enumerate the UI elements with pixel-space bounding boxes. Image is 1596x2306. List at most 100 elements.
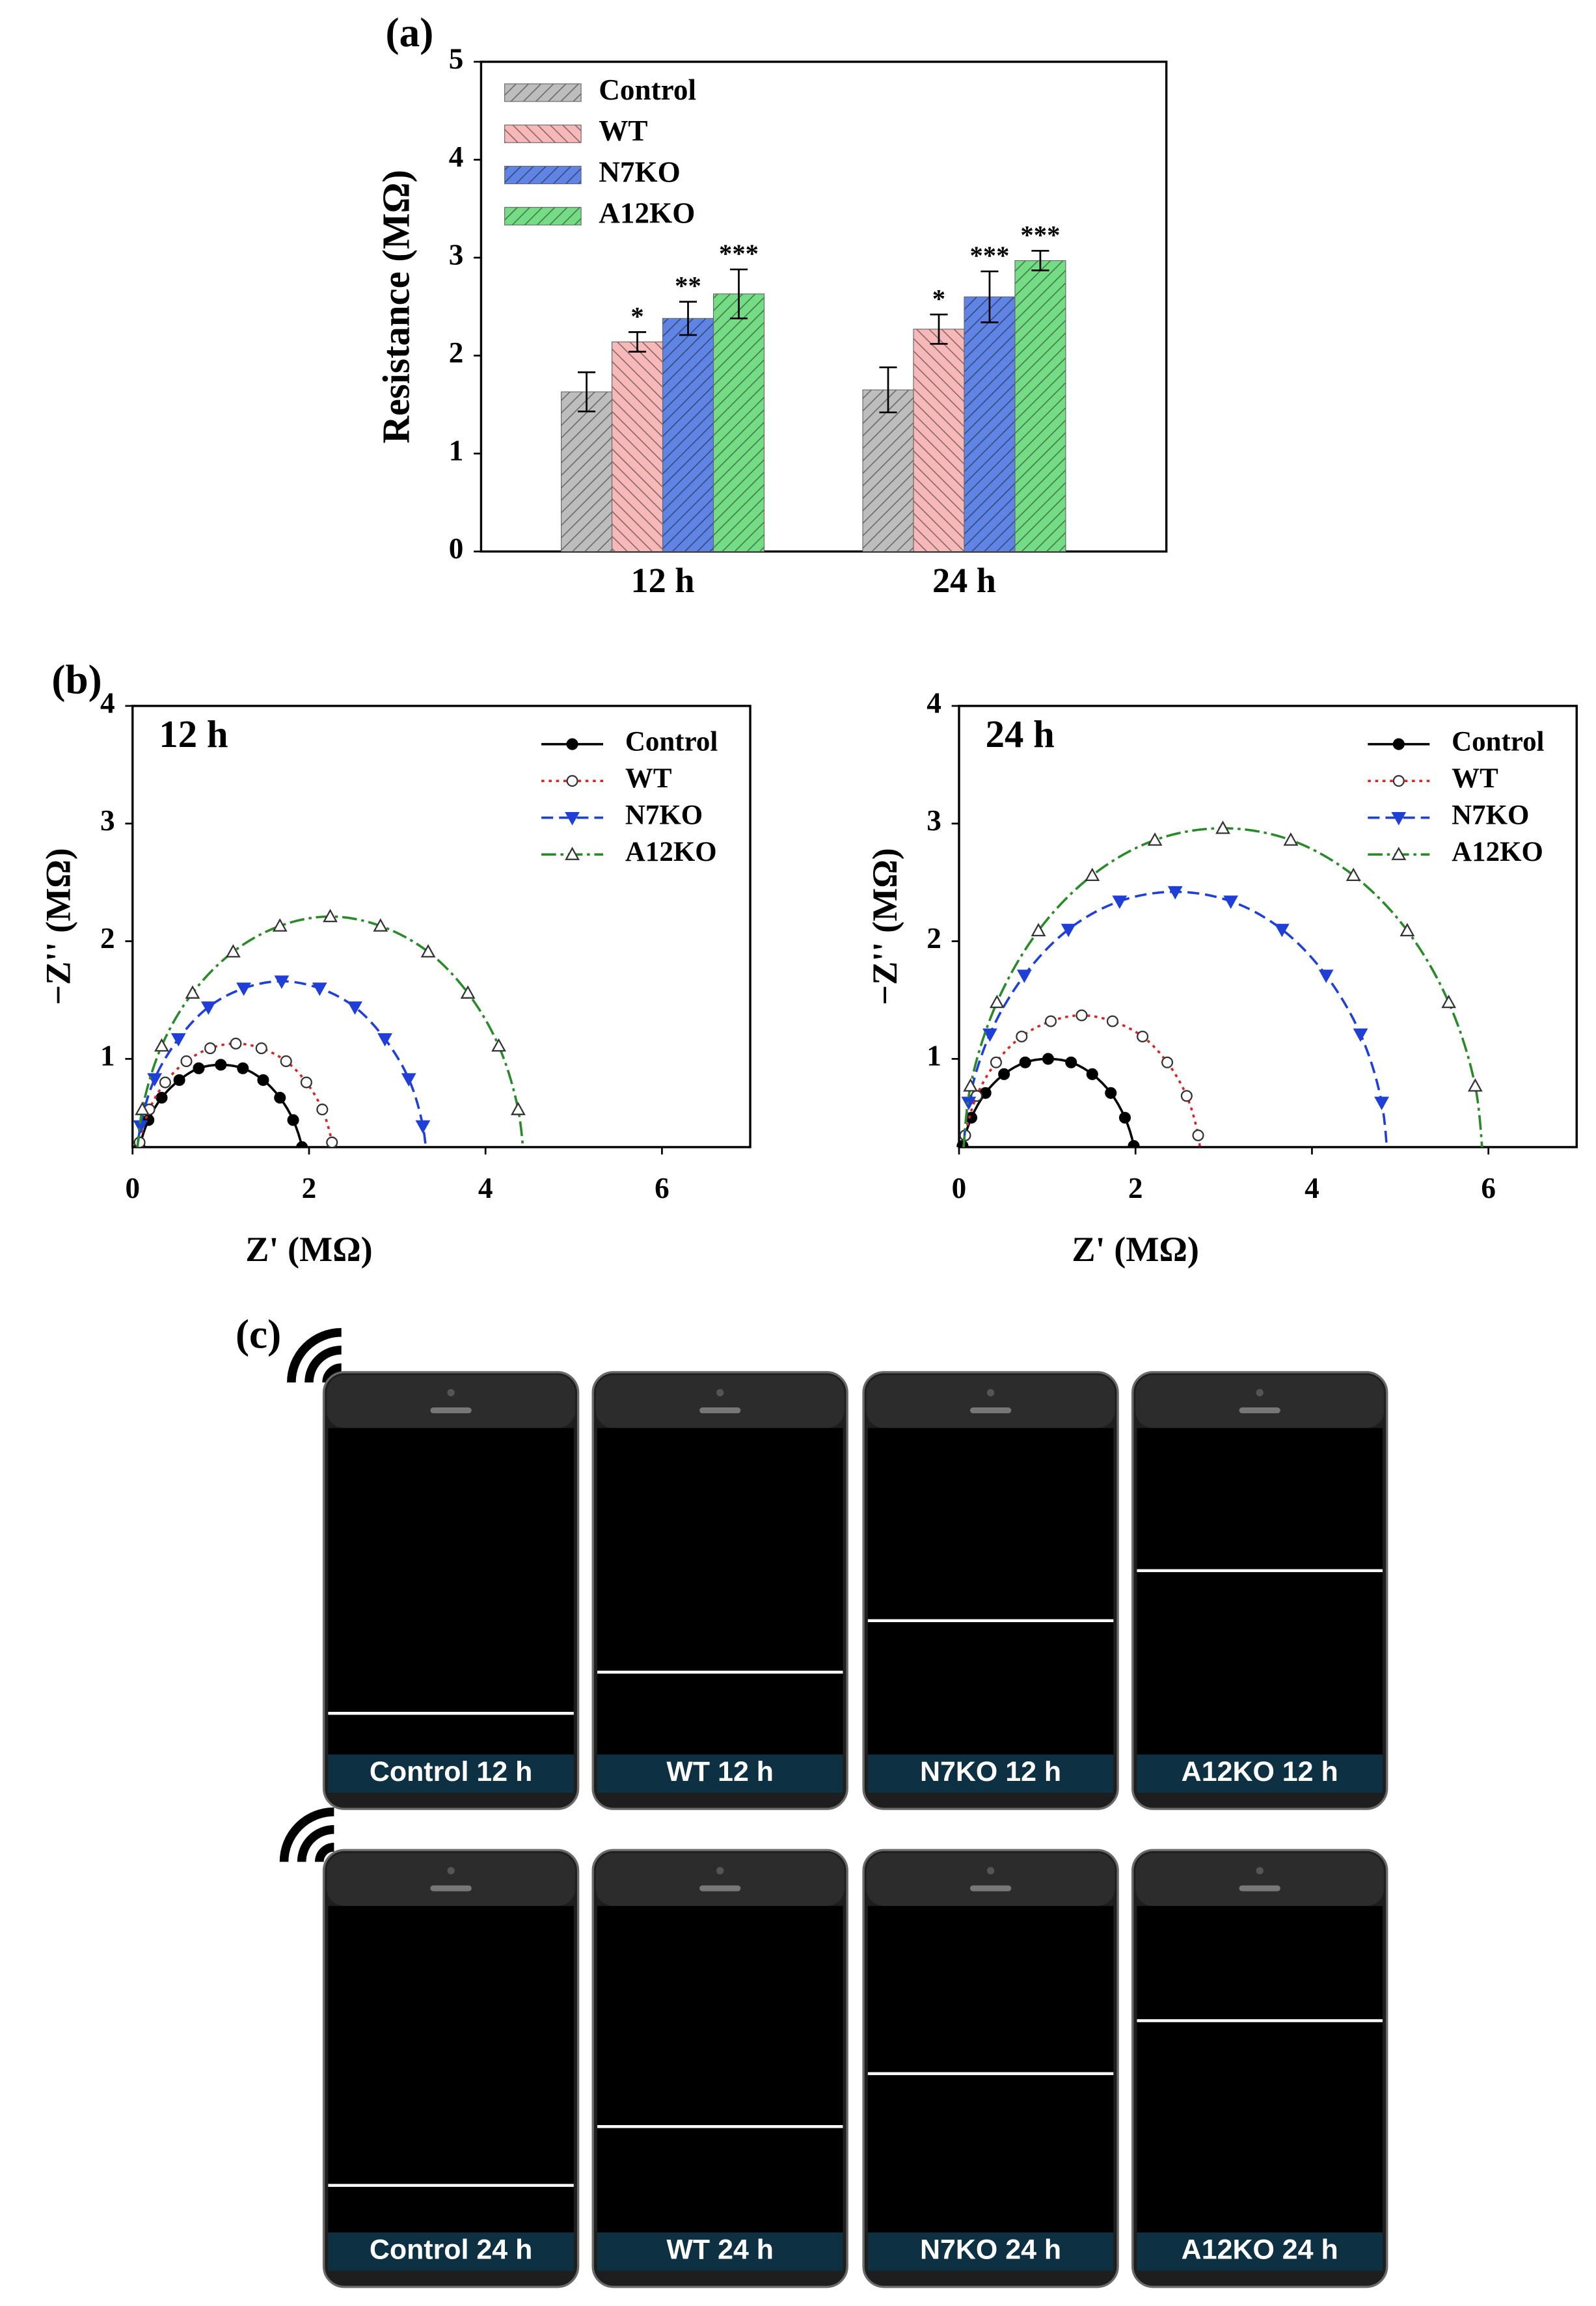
marker xyxy=(1112,895,1128,909)
marker xyxy=(185,985,200,999)
marker xyxy=(1441,994,1457,1009)
marker xyxy=(280,1055,292,1068)
label-bar xyxy=(328,2232,574,2271)
marker xyxy=(989,994,1005,1009)
marker xyxy=(1019,1056,1031,1068)
marker xyxy=(982,1028,997,1042)
y-axis-label: −Z'' (MΩ) xyxy=(865,848,904,1005)
legend-label: A12KO xyxy=(1452,837,1543,867)
marker xyxy=(180,1055,193,1068)
bar xyxy=(913,329,965,552)
phone-camera xyxy=(447,1867,455,1875)
legend-swatch xyxy=(504,207,582,226)
legend-swatch xyxy=(504,83,582,102)
marker xyxy=(1215,821,1230,834)
x-tick-label: 24 h xyxy=(932,561,996,600)
phone-earpiece xyxy=(430,1407,472,1414)
legend-label: N7KO xyxy=(599,156,681,188)
marker xyxy=(566,775,578,787)
label-bar xyxy=(328,1754,574,1793)
phone-bezel xyxy=(327,1852,576,1906)
error-bar xyxy=(1031,250,1049,271)
x-tick-label: 0 xyxy=(952,1172,967,1204)
phone-earpiece xyxy=(1239,1407,1280,1414)
marker xyxy=(274,1091,286,1104)
phone-screen xyxy=(328,1906,574,2232)
significance-label: ** xyxy=(675,271,701,301)
marker xyxy=(1391,847,1407,860)
label-bar xyxy=(1137,2232,1383,2271)
phone: A12KO 24 h xyxy=(1131,1849,1388,2288)
marker xyxy=(147,1073,163,1087)
x-tick-label: 4 xyxy=(1305,1172,1319,1204)
panel-label: (b) xyxy=(51,657,101,703)
legend-label: Control xyxy=(599,74,696,106)
marker xyxy=(287,1114,299,1126)
marker xyxy=(237,1062,249,1074)
phone-bezel xyxy=(595,1852,845,1906)
legend-label: Control xyxy=(625,727,718,757)
marker xyxy=(274,975,290,989)
marker xyxy=(170,1033,186,1047)
marker xyxy=(1192,1129,1204,1141)
y-tick-label: 3 xyxy=(449,238,464,271)
phone-camera xyxy=(716,1867,724,1875)
marker xyxy=(510,1102,526,1115)
marker xyxy=(1086,1068,1098,1080)
marker xyxy=(963,1078,979,1092)
chart-title: 12 h xyxy=(159,713,228,755)
significance-label: *** xyxy=(719,239,759,268)
marker xyxy=(1016,1030,1028,1043)
y-tick-label: 4 xyxy=(100,686,115,719)
plot-frame xyxy=(958,705,1578,1148)
marker xyxy=(230,1037,242,1050)
legend-label: Control xyxy=(1452,727,1544,757)
phone-label: N7KO 24 h xyxy=(920,2234,1061,2266)
phone-screen xyxy=(1137,1428,1383,1755)
phone-label: N7KO 12 h xyxy=(920,1756,1061,1787)
marker xyxy=(1392,775,1405,787)
marker xyxy=(565,811,580,826)
label-bar xyxy=(867,1754,1114,1793)
plot-frame xyxy=(480,61,1168,553)
marker xyxy=(316,1104,329,1116)
marker xyxy=(373,918,388,932)
marker xyxy=(323,908,338,923)
phone-screen xyxy=(597,1906,843,2232)
significance-label: * xyxy=(630,301,643,331)
phone-camera xyxy=(1256,1389,1264,1397)
phone-camera xyxy=(986,1389,995,1397)
marker xyxy=(257,1074,269,1086)
bar xyxy=(662,318,714,552)
marker xyxy=(1042,1053,1055,1065)
marker xyxy=(1044,1015,1057,1027)
marker xyxy=(173,1074,185,1086)
y-axis-label: −Z'' (MΩ) xyxy=(39,848,78,1005)
marker xyxy=(1180,1090,1193,1102)
marker xyxy=(1016,970,1032,983)
marker xyxy=(1061,923,1076,938)
legend-label: A12KO xyxy=(625,837,717,867)
x-tick-label: 2 xyxy=(302,1172,317,1204)
marker xyxy=(1106,1015,1118,1027)
error-bar xyxy=(930,313,948,345)
marker xyxy=(566,738,578,750)
bar xyxy=(712,293,765,552)
marker xyxy=(1147,832,1163,846)
phone-label: A12KO 24 h xyxy=(1182,2234,1338,2266)
marker xyxy=(1075,1009,1088,1022)
legend-label: WT xyxy=(599,115,647,147)
marker xyxy=(1346,867,1361,881)
phone-label: Control 24 h xyxy=(370,2234,532,2266)
legend-label: A12KO xyxy=(599,197,695,230)
marker xyxy=(272,918,288,932)
phone-camera xyxy=(1256,1867,1264,1875)
x-axis-label: Z' (MΩ) xyxy=(1072,1230,1199,1269)
panel-label: (a) xyxy=(386,10,434,55)
phone-label: WT 24 h xyxy=(666,2234,774,2266)
y-tick-label: 5 xyxy=(449,42,464,75)
y-tick-label: 2 xyxy=(926,922,941,955)
marker xyxy=(1353,1028,1368,1042)
phone: N7KO 24 h xyxy=(862,1849,1119,2288)
x-tick-label: 6 xyxy=(655,1172,670,1204)
